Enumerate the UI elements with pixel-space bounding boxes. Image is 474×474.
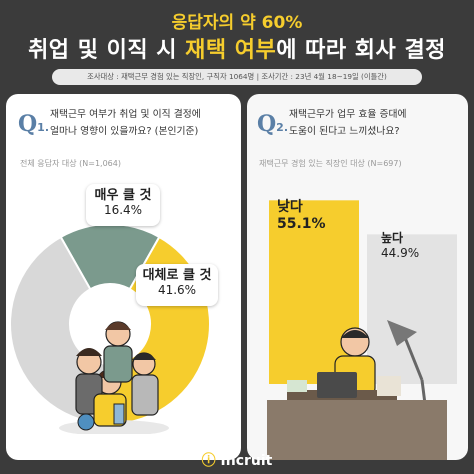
bar-chart	[269, 200, 457, 384]
q2-note: 재택근무 경험 있는 직장인 대상 (N=697)	[259, 159, 402, 168]
q1-line1: 재택근무 여부가 취업 및 이직 결정에	[50, 109, 201, 120]
q2-line1: 재택근무가 업무 효율 증대에	[289, 109, 407, 120]
pie-label-very-large: 매우 클 것 16.4%	[86, 184, 160, 226]
q2-badge: Q2.	[257, 111, 289, 137]
worker-illustration	[267, 320, 447, 460]
pie-val-0: 16.4%	[103, 203, 143, 217]
survey-info: 조사대상 : 재택근무 경험 있는 직장인, 구직자 1064명 | 조사기간 …	[52, 69, 422, 85]
bar-0	[269, 200, 359, 384]
header-title: 취업 및 이직 시 재택 여부에 따라 회사 결정	[0, 32, 474, 64]
header-subtitle: 응답자의 약 60%	[171, 13, 303, 33]
bar-1	[367, 234, 457, 384]
title-post: 에 따라 회사 결정	[276, 38, 446, 63]
bar-val-1: 44.9%	[381, 246, 420, 260]
pie-cat-1: 대체로 클 것	[142, 268, 212, 283]
bar-cat-1: 높다	[381, 231, 404, 245]
title-pre: 취업 및 이직 시	[28, 38, 186, 63]
q1-note: 전체 응답자 대상 (N=1,064)	[20, 159, 121, 168]
q1-line2: 얼마나 영향이 있을까요? (본인기준)	[50, 126, 199, 137]
pie-val-1: 41.6%	[157, 283, 197, 297]
brand-logo: ⓘ Incruit	[201, 453, 273, 469]
q1-badge: Q1.	[18, 111, 50, 137]
q1-question: 재택근무 여부가 취업 및 이직 결정에 얼마나 영향이 있을까요? (본인기준…	[50, 106, 201, 140]
people-illustration	[59, 321, 169, 434]
right-card: Q2. 재택근무가 업무 효율 증대에 도움이 된다고 느끼셨나요? 재택근무 …	[247, 94, 468, 460]
q2-line2: 도움이 된다고 느끼셨나요?	[289, 126, 400, 137]
pie-slice-0	[59, 223, 161, 291]
left-card: Q1. 재택근무 여부가 취업 및 이직 결정에 얼마나 영향이 있을까요? (…	[6, 94, 241, 460]
q2-question: 재택근무가 업무 효율 증대에 도움이 된다고 느끼셨나요?	[289, 106, 407, 140]
bar-val-0: 55.1%	[277, 216, 326, 232]
pie-cat-0: 매우 클 것	[94, 188, 152, 203]
pie-label-mostly-large: 대체로 클 것 41.6%	[136, 264, 218, 306]
bar-label-low: 낮다 55.1%	[277, 196, 326, 232]
bar-label-high: 높다 44.9%	[381, 229, 419, 260]
bar-cat-0: 낮다	[277, 199, 303, 215]
title-highlight: 재택 여부	[185, 38, 277, 63]
